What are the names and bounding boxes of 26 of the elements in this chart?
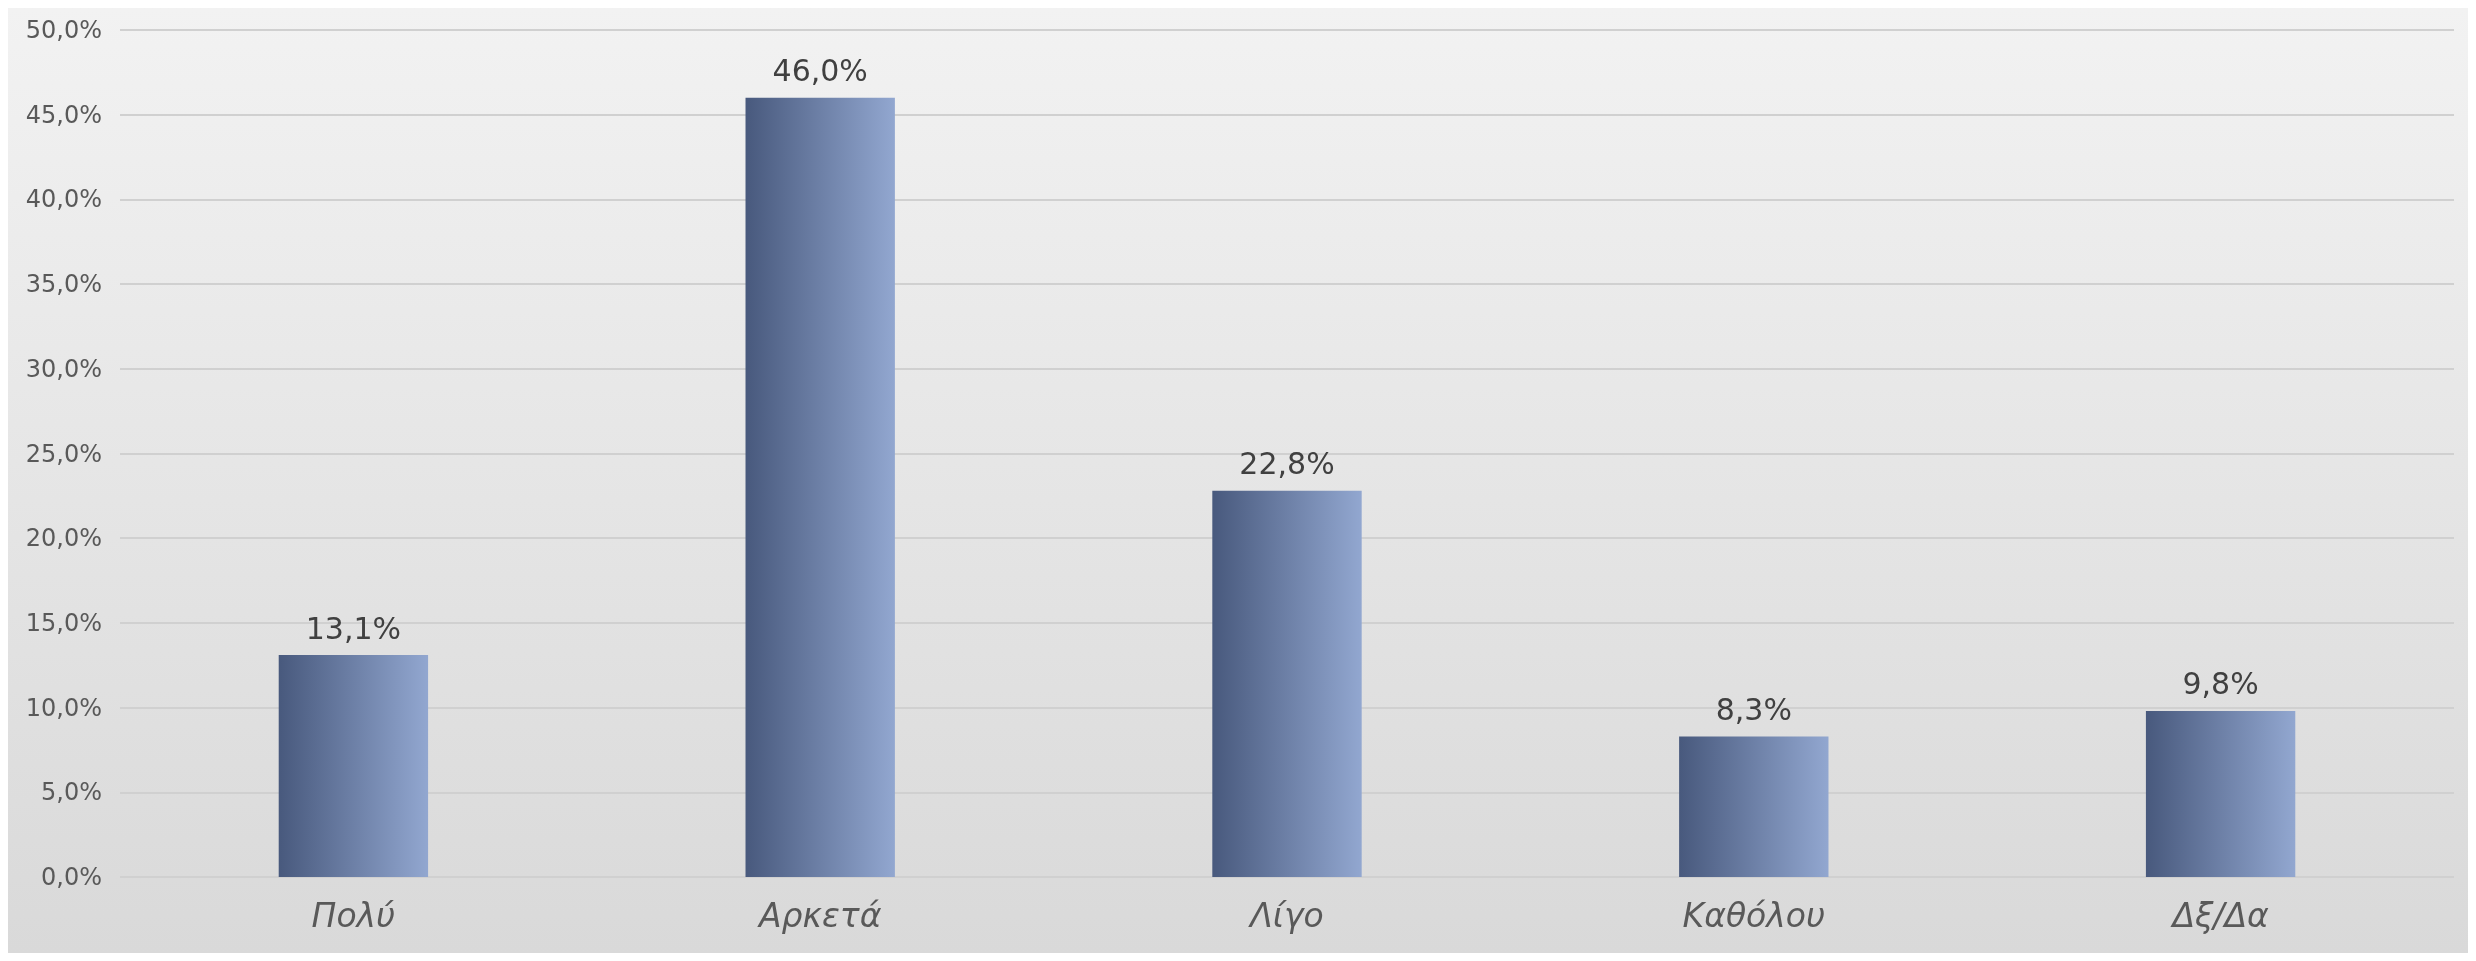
bar (745, 97, 895, 877)
y-tick-label: 0,0% (41, 863, 102, 891)
data-label: 8,3% (1715, 691, 1792, 727)
y-tick-label: 45,0% (25, 100, 102, 129)
bar (2145, 710, 2296, 877)
x-tick-label: Αρκετά (756, 896, 882, 935)
y-tick-label: 25,0% (25, 439, 102, 468)
y-tick-label: 5,0% (41, 778, 102, 807)
y-tick-label: 50,0% (25, 16, 102, 44)
x-tick-label: Λίγο (1247, 896, 1324, 935)
x-tick-label: Δξ/Δα (2169, 896, 2270, 935)
y-tick-label: 40,0% (25, 185, 102, 214)
y-tick-label: 35,0% (25, 270, 102, 299)
data-label: 13,1% (305, 610, 402, 646)
x-tick-label: Καθόλου (1682, 896, 1826, 935)
bar (1212, 490, 1362, 877)
bar (1679, 736, 1829, 877)
data-label: 9,8% (2182, 666, 2259, 702)
y-tick-label: 30,0% (25, 354, 102, 383)
data-label: 46,0% (772, 53, 868, 89)
bar (278, 655, 429, 877)
y-tick-label: 10,0% (25, 693, 102, 722)
y-tick-label: 20,0% (25, 524, 102, 553)
data-label: 22,8% (1239, 446, 1335, 482)
x-tick-label: Πολύ (311, 896, 396, 935)
y-tick-label: 15,0% (25, 608, 102, 637)
